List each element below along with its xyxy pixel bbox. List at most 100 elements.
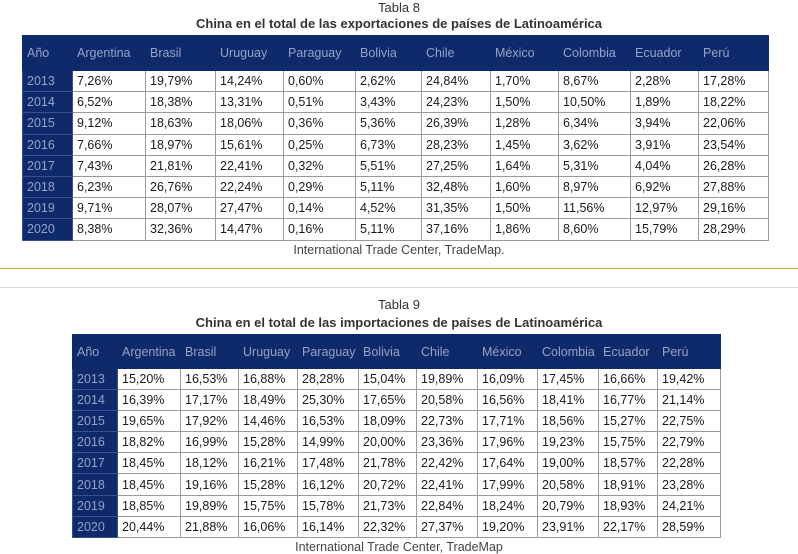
value-cell: 28,59% [657, 515, 721, 538]
column-header: Colombia [537, 334, 599, 369]
value-cell: 0,14% [283, 197, 356, 220]
value-cell: 19,20% [477, 515, 538, 538]
value-cell: 12,97% [630, 197, 699, 220]
value-cell: 22,24% [215, 175, 284, 199]
table-row: 2020 20,44% 21,88% 16,06% 16,14% 22,32% 27,37%… [72, 515, 721, 538]
table-row: 2014 6,52% 18,38% 13,31% 0,51% 3,43% 24,23% 1,5… [22, 91, 769, 114]
year-cell: 2015 [72, 410, 118, 433]
value-cell: 14,46% [238, 410, 298, 433]
value-cell: 0,29% [283, 175, 356, 199]
value-cell: 29,16% [698, 197, 769, 220]
value-cell: 16,66% [598, 367, 658, 391]
value-cell: 0,25% [283, 133, 356, 156]
table-row: 2013 15,20% 16,53% 16,88% 28,28% 15,04% 19,89%… [72, 367, 721, 391]
value-cell: 27,25% [421, 154, 491, 177]
value-cell: 1,70% [490, 69, 559, 93]
column-header: Brasil [180, 334, 239, 369]
value-cell: 3,91% [630, 133, 699, 156]
value-cell: 20,44% [117, 515, 181, 538]
value-cell: 0,60% [283, 69, 356, 93]
value-cell: 18,41% [537, 389, 599, 412]
value-cell: 28,28% [297, 367, 359, 391]
value-cell: 21,14% [657, 389, 721, 412]
table-row: 2016 7,66% 18,97% 15,61% 0,25% 6,73% 28,23% 1,4… [22, 133, 769, 156]
year-cell: 2019 [72, 494, 118, 517]
value-cell: 6,92% [630, 175, 699, 199]
year-cell: 2014 [72, 389, 118, 412]
year-cell: 2013 [72, 367, 118, 391]
value-cell: 18,49% [238, 389, 298, 412]
value-cell: 7,43% [72, 154, 146, 177]
value-cell: 17,64% [477, 452, 538, 475]
value-cell: 21,78% [358, 452, 417, 475]
value-cell: 19,79% [145, 69, 216, 93]
value-cell: 20,58% [537, 473, 599, 496]
value-cell: 14,47% [215, 218, 284, 241]
value-cell: 17,65% [358, 389, 417, 412]
value-cell: 20,79% [537, 494, 599, 517]
column-header: México [490, 35, 559, 71]
value-cell: 18,45% [117, 473, 181, 496]
column-header: Año [72, 334, 118, 369]
column-header: Año [22, 35, 73, 71]
value-cell: 23,54% [698, 133, 769, 156]
value-cell: 19,00% [537, 452, 599, 475]
value-cell: 27,47% [215, 197, 284, 220]
table-row: 2013 7,26% 19,79% 14,24% 0,60% 2,62% 24,84% 1,7… [22, 69, 769, 93]
table-row: 2015 9,12% 18,63% 18,06% 0,36% 5,36% 26,39% 1,2… [22, 112, 769, 135]
year-cell: 2020 [22, 218, 73, 241]
value-cell: 17,99% [477, 473, 538, 496]
value-cell: 22,06% [698, 112, 769, 135]
value-cell: 18,38% [145, 91, 216, 114]
table-row: 2018 18,45% 19,16% 15,28% 16,12% 20,72% 22,41%… [72, 473, 721, 496]
value-cell: 11,56% [558, 197, 631, 220]
value-cell: 17,45% [537, 367, 599, 391]
value-cell: 26,76% [145, 175, 216, 199]
value-cell: 19,89% [416, 367, 478, 391]
value-cell: 14,24% [215, 69, 284, 93]
value-cell: 18,12% [180, 452, 239, 475]
value-cell: 1,50% [490, 91, 559, 114]
value-cell: 15,75% [598, 431, 658, 454]
value-cell: 32,48% [421, 175, 491, 199]
value-cell: 3,62% [558, 133, 631, 156]
value-cell: 1,60% [490, 175, 559, 199]
value-cell: 5,36% [355, 112, 422, 135]
value-cell: 37,16% [421, 218, 491, 241]
value-cell: 19,65% [117, 410, 181, 433]
year-cell: 2018 [22, 175, 73, 199]
column-header: Ecuador [598, 334, 658, 369]
value-cell: 17,17% [180, 389, 239, 412]
value-cell: 16,53% [180, 367, 239, 391]
value-cell: 13,31% [215, 91, 284, 114]
value-cell: 1,45% [490, 133, 559, 156]
value-cell: 16,21% [238, 452, 298, 475]
column-header: Perú [698, 35, 769, 71]
year-cell: 2019 [22, 197, 73, 220]
value-cell: 4,04% [630, 154, 699, 177]
value-cell: 18,24% [477, 494, 538, 517]
table-subtitle: China en el total de las exportaciones d… [195, 16, 603, 31]
value-cell: 10,50% [558, 91, 631, 114]
table-row: 2020 8,38% 32,36% 14,47% 0,16% 5,11% 37,16% 1,8… [22, 218, 769, 241]
table-title: Tabla 9 [378, 297, 420, 312]
value-cell: 22,79% [657, 431, 721, 454]
value-cell: 18,82% [117, 431, 181, 454]
value-cell: 22,41% [416, 473, 478, 496]
value-cell: 16,12% [297, 473, 359, 496]
value-cell: 18,63% [145, 112, 216, 135]
value-cell: 1,28% [490, 112, 559, 135]
value-cell: 5,31% [558, 154, 631, 177]
year-cell: 2017 [72, 452, 118, 475]
value-cell: 16,14% [297, 515, 359, 538]
table-row: 2017 18,45% 18,12% 16,21% 17,48% 21,78% 22,42%… [72, 452, 721, 475]
value-cell: 22,17% [598, 515, 658, 538]
column-header: Paraguay [283, 35, 356, 71]
value-cell: 28,07% [145, 197, 216, 220]
value-cell: 1,89% [630, 91, 699, 114]
value-cell: 1,86% [490, 218, 559, 241]
header-row: Año Argentina Brasil Uruguay Paraguay Bolivia… [22, 35, 769, 71]
data-table: Año Argentina Brasil Uruguay Paraguay Bolivia… [22, 35, 769, 241]
value-cell: 15,04% [358, 367, 417, 391]
